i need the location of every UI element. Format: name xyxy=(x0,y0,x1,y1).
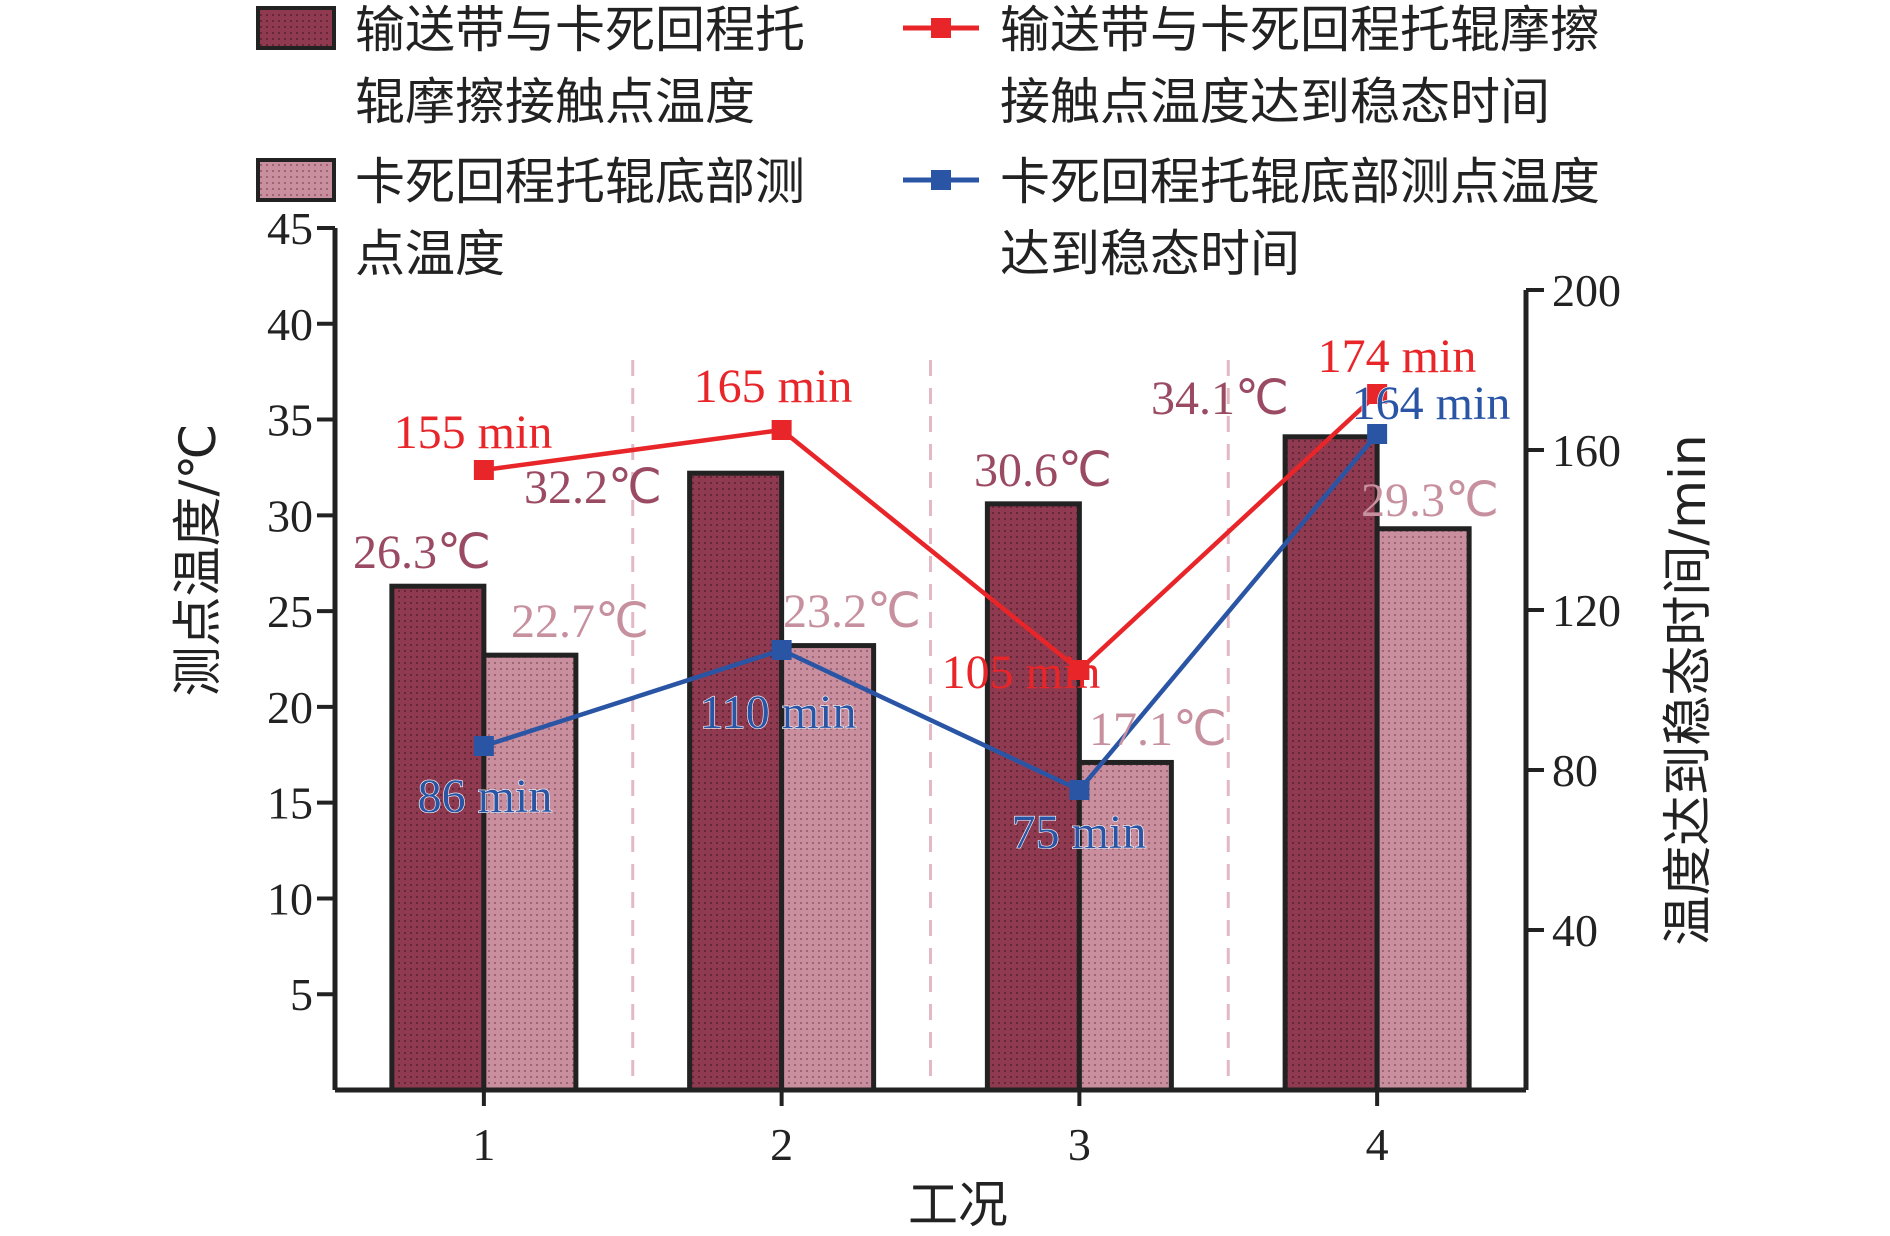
legend-label: 达到稳态时间 xyxy=(1000,225,1300,283)
line-series-1 xyxy=(483,392,1379,673)
y-tick-label: 10 xyxy=(267,873,313,924)
bar-series-2-4 xyxy=(1374,526,1472,1093)
x-tick-label: 3 xyxy=(1068,1119,1091,1170)
x-tick-label: 1 xyxy=(472,1119,495,1170)
bar-value-label: 26.3℃ xyxy=(353,526,491,579)
line-marker-1-1 xyxy=(473,460,494,480)
legend-label: 接触点温度达到稳态时间 xyxy=(1000,73,1550,131)
y-tick-label: 45 xyxy=(267,203,313,254)
y2-tick-label: 160 xyxy=(1552,425,1621,476)
line-series-2 xyxy=(483,432,1379,793)
line-marker-1-4 xyxy=(1367,384,1388,404)
bar-value-label: 32.2℃ xyxy=(524,461,662,514)
x-tick-label: 4 xyxy=(1366,1119,1389,1170)
bar-series-1-3 xyxy=(984,501,1082,1093)
bar-value-label: 30.6℃ xyxy=(974,444,1112,497)
bar-value-label: 34.1℃ xyxy=(1151,372,1289,425)
y-tick-label: 5 xyxy=(290,969,313,1020)
y2-tick-label: 120 xyxy=(1552,585,1621,636)
bar-value-label: 29.3℃ xyxy=(1361,474,1499,527)
line-value-label: 110 min xyxy=(700,686,857,739)
bar-series-1-1 xyxy=(389,583,487,1093)
data-labels-layer: 26.3℃ 32.2℃ 30.6℃ 34.1℃ 22.7℃ 23.2℃ 17.1℃ 29.3℃… xyxy=(353,330,1511,860)
legend-swatch-bar-3 xyxy=(256,158,336,202)
bar-value-label: 23.2℃ xyxy=(783,585,921,638)
bar-series-2-3 xyxy=(1076,759,1174,1093)
legend-swatch-marker-4 xyxy=(931,170,951,190)
y-tick-label: 20 xyxy=(267,682,313,733)
bar-value-label: 17.1℃ xyxy=(1089,703,1227,756)
y-tick-label: 15 xyxy=(267,778,313,829)
group-separators xyxy=(631,360,1230,1090)
line-marker-2-3 xyxy=(1069,780,1090,800)
y2-axis-title: 温度达到稳态时间/min xyxy=(1659,434,1717,945)
bar-series-2-1 xyxy=(481,652,579,1093)
legend-label: 卡死回程托辊底部测 xyxy=(355,153,805,211)
lines-layer xyxy=(473,384,1388,800)
line-value-label: 164 min xyxy=(1352,377,1511,430)
y-tick-label: 25 xyxy=(267,586,313,637)
y-axis-title: 测点温度/℃ xyxy=(169,424,227,697)
y-tick-label: 35 xyxy=(267,395,313,446)
legend-label: 辊摩擦接触点温度 xyxy=(355,73,755,131)
bar-series-1-2 xyxy=(687,470,785,1093)
line-marker-1-3 xyxy=(1069,660,1090,680)
line-marker-1-2 xyxy=(771,420,792,440)
legend-label: 输送带与卡死回程托辊摩擦 xyxy=(1000,1,1600,59)
y-tick-label: 40 xyxy=(267,299,313,350)
line-value-label: 165 min xyxy=(694,360,853,413)
line-marker-2-4 xyxy=(1367,424,1388,444)
line-value-label: 105 min xyxy=(942,646,1101,699)
legend-label: 输送带与卡死回程托 xyxy=(355,1,805,59)
line-marker-2-2 xyxy=(771,640,792,660)
legend-swatch-marker-2 xyxy=(931,18,951,38)
line-marker-2-1 xyxy=(473,736,494,756)
y2-tick-label: 80 xyxy=(1552,745,1598,796)
y-tick-label: 30 xyxy=(267,490,313,541)
y2-tick-label: 40 xyxy=(1552,905,1598,956)
x-axis-title: 工况 xyxy=(908,1176,1008,1234)
bar-series-1-4 xyxy=(1282,434,1380,1093)
legend-label: 点温度 xyxy=(355,225,505,283)
bar-value-label: 22.7℃ xyxy=(511,595,649,648)
line-value-label: 155 min xyxy=(394,406,553,459)
legend-label: 卡死回程托辊底部测点温度 xyxy=(1000,153,1600,211)
line-value-label: 174 min xyxy=(1318,330,1477,383)
line-value-label: 75 min xyxy=(1012,806,1147,859)
line-value-label: 86 min xyxy=(418,770,553,823)
legend-swatch-bar-1 xyxy=(256,6,336,50)
x-tick-label: 2 xyxy=(770,1119,793,1170)
bar-series-2-2 xyxy=(779,643,877,1093)
y2-tick-label: 200 xyxy=(1552,265,1621,316)
axes-layer: 5 10 15 20 25 30 35 40 45 40 80 120 160 200 1 2 3 4 xyxy=(267,203,1621,1170)
bars-layer xyxy=(389,434,1472,1093)
